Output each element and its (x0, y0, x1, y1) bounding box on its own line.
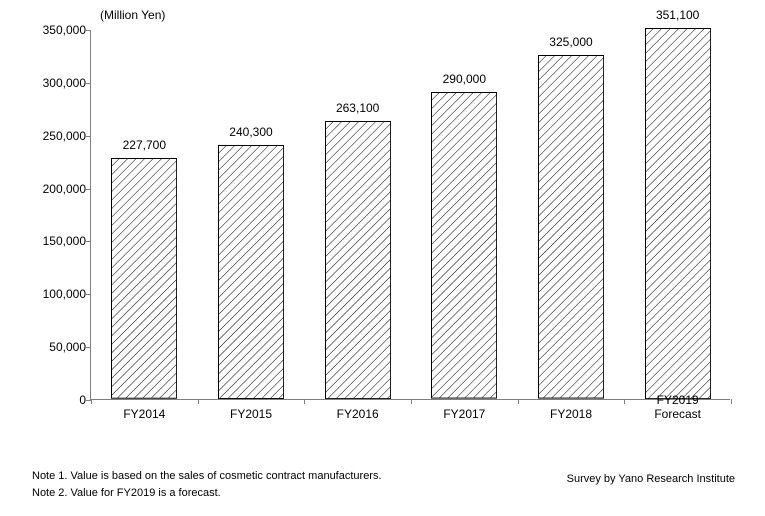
bar (111, 158, 177, 399)
y-tick-label: 250,000 (31, 129, 86, 143)
note-1: Note 1. Value is based on the sales of c… (32, 468, 382, 485)
x-axis-label: FY2018 (518, 407, 625, 421)
x-axis-label: FY2017 (411, 407, 518, 421)
bar (218, 145, 284, 399)
survey-credit: Survey by Yano Research Institute (567, 473, 735, 485)
bar-value-label: 240,300 (229, 125, 272, 139)
y-tick-mark (86, 294, 91, 295)
y-tick-label: 200,000 (31, 182, 86, 196)
y-tick-mark (86, 136, 91, 137)
x-tick-mark (411, 399, 412, 404)
chart-container: 050,000100,000150,000200,000250,000300,0… (90, 30, 730, 430)
y-tick-mark (86, 241, 91, 242)
x-tick-mark (731, 399, 732, 404)
x-tick-mark (304, 399, 305, 404)
bar (325, 121, 391, 399)
bar (431, 92, 497, 399)
note-2: Note 2. Value for FY2019 is a forecast. (32, 485, 382, 502)
y-axis-unit-label: (Million Yen) (100, 8, 165, 22)
bar-value-label: 227,700 (123, 138, 166, 152)
x-axis-label: FY2014 (91, 407, 198, 421)
bar-value-label: 351,100 (656, 8, 699, 22)
x-axis-label: FY2016 (304, 407, 411, 421)
y-tick-mark (86, 347, 91, 348)
x-tick-mark (198, 399, 199, 404)
x-axis-label: FY2015 (198, 407, 305, 421)
footer-notes: Note 1. Value is based on the sales of c… (32, 468, 382, 501)
x-tick-mark (518, 399, 519, 404)
x-tick-mark (91, 399, 92, 404)
bar-value-label: 263,100 (336, 101, 379, 115)
y-tick-label: 100,000 (31, 287, 86, 301)
y-tick-mark (86, 30, 91, 31)
y-tick-label: 0 (31, 393, 86, 407)
y-tick-label: 300,000 (31, 76, 86, 90)
x-axis-label: FY2019Forecast (624, 393, 731, 421)
y-tick-mark (86, 189, 91, 190)
bar-value-label: 290,000 (443, 72, 486, 86)
bar (645, 28, 711, 399)
y-tick-label: 50,000 (31, 340, 86, 354)
y-tick-label: 150,000 (31, 234, 86, 248)
bar-value-label: 325,000 (549, 35, 592, 49)
y-tick-mark (86, 83, 91, 84)
plot-area: 050,000100,000150,000200,000250,000300,0… (90, 30, 730, 400)
y-tick-label: 350,000 (31, 23, 86, 37)
bar (538, 55, 604, 399)
